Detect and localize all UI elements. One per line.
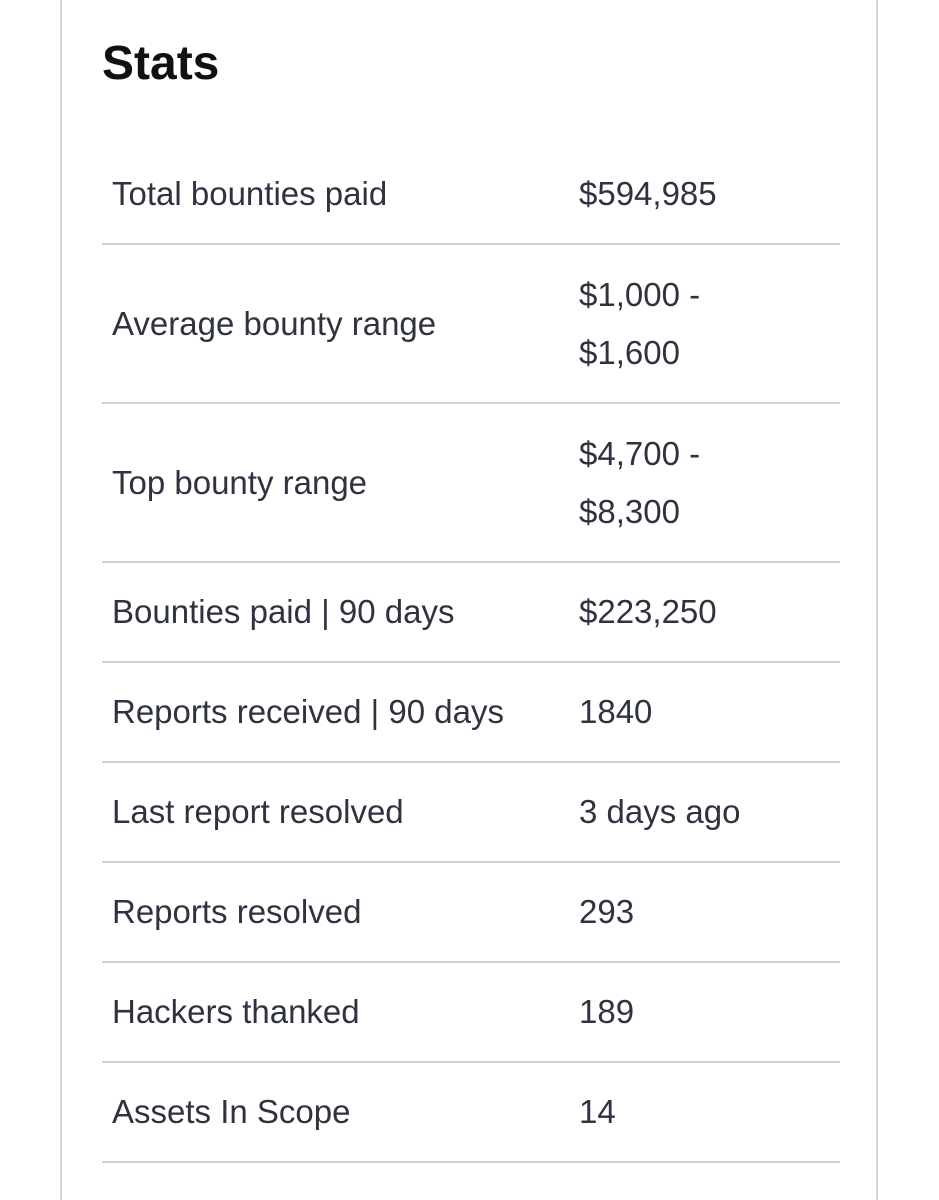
stat-row: Bounties paid | 90 days $223,250 bbox=[102, 563, 840, 663]
stat-value: 1840 bbox=[579, 693, 653, 730]
stat-label: Reports resolved bbox=[112, 893, 362, 930]
card-title: Stats bbox=[102, 37, 220, 90]
stat-value: $1,000 - $1,600 bbox=[579, 275, 701, 371]
stat-row: Hackers thanked 189 bbox=[102, 963, 840, 1063]
stat-row: Reports resolved 293 bbox=[102, 863, 840, 963]
stat-value: $594,985 bbox=[579, 175, 717, 212]
stat-value: 14 bbox=[579, 1093, 616, 1130]
stat-label: Assets In Scope bbox=[112, 1093, 351, 1130]
stat-row: Last report resolved 3 days ago bbox=[102, 763, 840, 863]
stat-row: Assets In Scope 14 bbox=[102, 1063, 840, 1163]
stat-value: $223,250 bbox=[579, 593, 717, 630]
stat-label: Bounties paid | 90 days bbox=[112, 593, 455, 630]
stat-value: 3 days ago bbox=[579, 793, 741, 830]
stat-value: 293 bbox=[579, 893, 635, 930]
stat-row: Total bounties paid $594,985 bbox=[102, 145, 840, 245]
stat-label: Last report resolved bbox=[112, 793, 404, 830]
stats-card: Stats Total bounties paid $594,985 Average… bbox=[60, 0, 878, 1200]
stat-row: Reports received | 90 days 1840 bbox=[102, 663, 840, 763]
stats-table: Total bounties paid $594,985 Average bount… bbox=[102, 145, 840, 1163]
stat-value: $4,700 - $8,300 bbox=[579, 434, 701, 530]
stat-label: Total bounties paid bbox=[112, 175, 388, 212]
stat-label: Average bounty range bbox=[112, 304, 437, 342]
stat-row: Average bounty range $1,000 - $1,600 bbox=[102, 245, 840, 404]
stat-row: Top bounty range $4,700 - $8,300 bbox=[102, 404, 840, 563]
stat-value: 189 bbox=[579, 993, 635, 1030]
stat-label: Top bounty range bbox=[112, 463, 368, 501]
stat-label: Hackers thanked bbox=[112, 993, 360, 1030]
stat-label: Reports received | 90 days bbox=[112, 693, 504, 730]
